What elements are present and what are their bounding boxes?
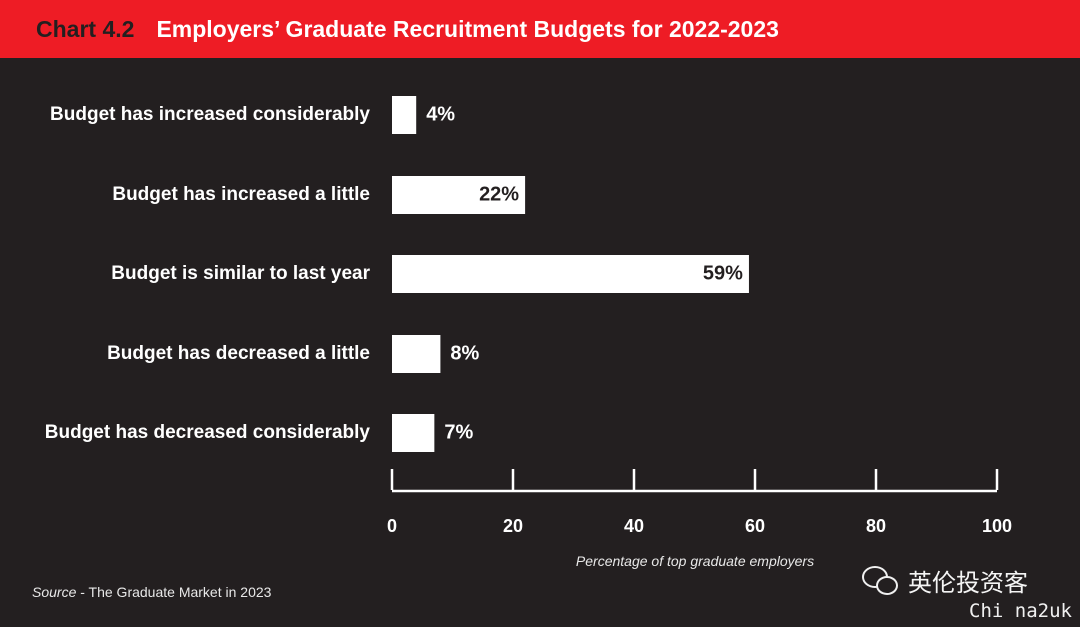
bar [392,335,441,373]
data-label: 4% [426,103,455,125]
chart-header: Chart 4.2 Employers’ Graduate Recruitmen… [0,0,1080,58]
category-label: Budget has increased a little [112,184,370,205]
bar [392,176,526,214]
x-tick-label: 80 [866,516,886,536]
x-tick-label: 40 [624,516,644,536]
data-label: 7% [444,421,473,443]
chart-number: Chart 4.2 [36,15,135,42]
x-tick-label: 100 [982,516,1012,536]
bar [392,414,435,452]
data-label: 8% [450,342,479,364]
x-tick-label: 0 [387,516,397,536]
x-tick-label: 60 [745,516,765,536]
category-label: Budget has decreased a little [107,343,370,364]
category-label: Budget has increased considerably [50,104,370,125]
category-label: Budget is similar to last year [111,263,370,284]
bar-chart: Budget has increased considerably 4% Budge… [45,96,1012,569]
data-label: 22% [479,183,519,205]
bar [392,255,749,293]
watermark-subtext: Chi na2uk [969,600,1072,622]
source-text: - The Graduate Market in 2023 [76,584,272,600]
source-label: Source [32,584,77,600]
data-label: 59% [703,262,743,284]
x-tick-label: 20 [503,516,523,536]
bar [392,96,417,134]
x-axis-title: Percentage of top graduate employers [576,553,814,569]
category-label: Budget has decreased considerably [45,422,371,443]
watermark-text: 英伦投资客 [908,569,1028,597]
chart-title: Employers’ Graduate Recruitment Budgets … [156,15,779,42]
watermark: 英伦投资客 [862,563,1028,598]
source-note: Source - The Graduate Market in 2023 [32,584,271,600]
wechat-icon [862,565,900,596]
